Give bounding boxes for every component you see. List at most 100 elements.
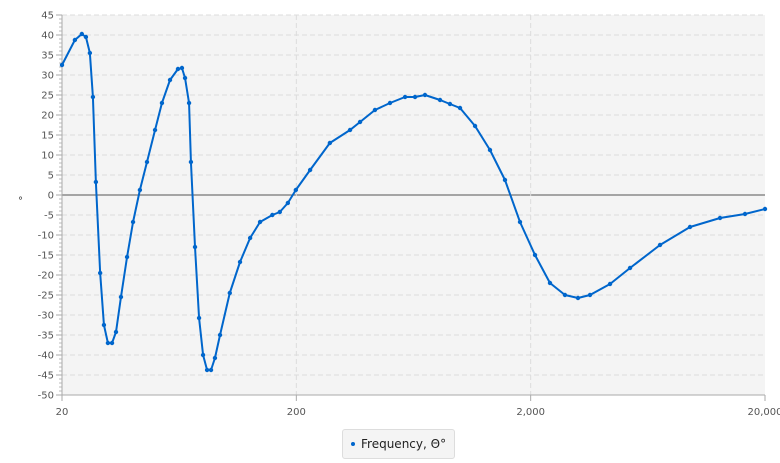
- data-point: [196, 315, 202, 321]
- data-point: [79, 31, 85, 37]
- data-point: [186, 100, 192, 106]
- data-point: [179, 65, 185, 71]
- y-tick-label: 5: [48, 171, 54, 182]
- y-tick-label: -35: [38, 331, 54, 342]
- data-point: [357, 119, 363, 125]
- data-point: [517, 219, 523, 225]
- legend-label: Frequency, Θ°: [361, 437, 447, 451]
- data-point: [257, 219, 263, 225]
- data-point: [105, 340, 111, 346]
- x-tick-label: 20: [56, 407, 69, 418]
- y-tick-label: 30: [41, 71, 54, 82]
- data-point: [101, 322, 107, 328]
- data-point: [208, 367, 214, 373]
- y-tick-label: 40: [41, 31, 54, 42]
- series-frequency: [59, 31, 768, 373]
- data-point: [412, 94, 418, 100]
- data-point: [159, 100, 165, 106]
- y-axis: 45 40 35 30 25 20 15 10 5 0 -5 -10 -15 -20 -25 -30 -35 -4…: [38, 11, 63, 402]
- data-point: [270, 212, 275, 218]
- y-tick-label: -25: [38, 291, 54, 302]
- data-point: [717, 215, 723, 221]
- y-tick-label: -50: [38, 391, 54, 402]
- data-point: [188, 159, 194, 165]
- plot-area: [62, 15, 765, 395]
- data-point: [90, 94, 96, 100]
- data-point: [152, 127, 158, 133]
- data-point: [59, 62, 65, 68]
- data-point: [212, 355, 218, 361]
- data-point: [175, 66, 181, 72]
- data-point: [742, 211, 748, 217]
- data-point: [124, 254, 130, 260]
- y-tick-label: 15: [41, 131, 54, 142]
- y-tick-label: 0: [48, 191, 54, 202]
- data-point: [347, 127, 353, 133]
- data-point: [293, 187, 299, 193]
- data-point: [472, 123, 478, 129]
- data-point: [192, 244, 198, 250]
- data-point: [457, 105, 463, 111]
- data-point: [200, 352, 206, 358]
- y-tick-label: -15: [38, 251, 54, 262]
- data-point: [402, 94, 408, 100]
- data-point: [118, 294, 124, 300]
- data-point: [307, 167, 313, 173]
- y-tick-label: -30: [38, 311, 54, 322]
- legend-marker-icon: [351, 442, 355, 446]
- y-tick-label: -20: [38, 271, 54, 282]
- data-point: [182, 75, 188, 81]
- data-point: [532, 252, 538, 258]
- data-point: [167, 77, 173, 83]
- data-point: [247, 235, 253, 241]
- data-point: [227, 290, 232, 296]
- y-tick-label: -45: [38, 371, 54, 382]
- data-point: [72, 37, 78, 43]
- data-point: [437, 97, 443, 103]
- y-tick-label: -5: [44, 211, 54, 222]
- data-point: [87, 50, 93, 56]
- data-point: [422, 92, 428, 98]
- data-point: [547, 280, 553, 286]
- data-point: [285, 200, 291, 206]
- y-tick-label: 10: [41, 151, 54, 162]
- data-point: [130, 219, 136, 225]
- y-axis-label: °: [18, 196, 23, 207]
- series-line: [61, 33, 766, 371]
- y-tick-label: -40: [38, 351, 54, 362]
- data-point: [575, 295, 581, 301]
- data-point: [137, 187, 143, 193]
- data-point: [502, 177, 508, 183]
- data-point: [204, 367, 210, 373]
- data-point: [607, 281, 613, 287]
- data-point: [237, 259, 243, 265]
- x-tick-label: 2,000: [516, 407, 545, 418]
- y-tick-label: 25: [41, 91, 54, 102]
- x-tick-label: 200: [287, 407, 306, 418]
- data-point: [144, 159, 150, 165]
- data-point: [372, 107, 378, 113]
- data-point: [387, 100, 393, 106]
- data-point: [762, 206, 768, 212]
- data-point: [217, 332, 223, 338]
- data-point: [113, 329, 119, 335]
- data-point: [109, 340, 115, 346]
- x-axis: 20 200 2,000 20,000: [56, 394, 780, 418]
- data-point: [83, 34, 89, 40]
- data-point: [587, 292, 593, 298]
- data-point: [627, 265, 633, 271]
- data-point: [277, 209, 282, 215]
- legend: Frequency, Θ°: [342, 429, 456, 459]
- y-tick-label: -10: [38, 231, 54, 242]
- x-tick-label: 20,000: [748, 407, 780, 418]
- data-point: [562, 292, 568, 298]
- y-tick-label: 45: [41, 11, 54, 22]
- data-point: [93, 179, 99, 185]
- data-point: [487, 147, 493, 153]
- data-point: [447, 101, 453, 107]
- grid: [62, 14, 765, 396]
- data-point: [97, 270, 103, 276]
- data-point: [327, 140, 333, 146]
- y-tick-label: 20: [41, 111, 54, 122]
